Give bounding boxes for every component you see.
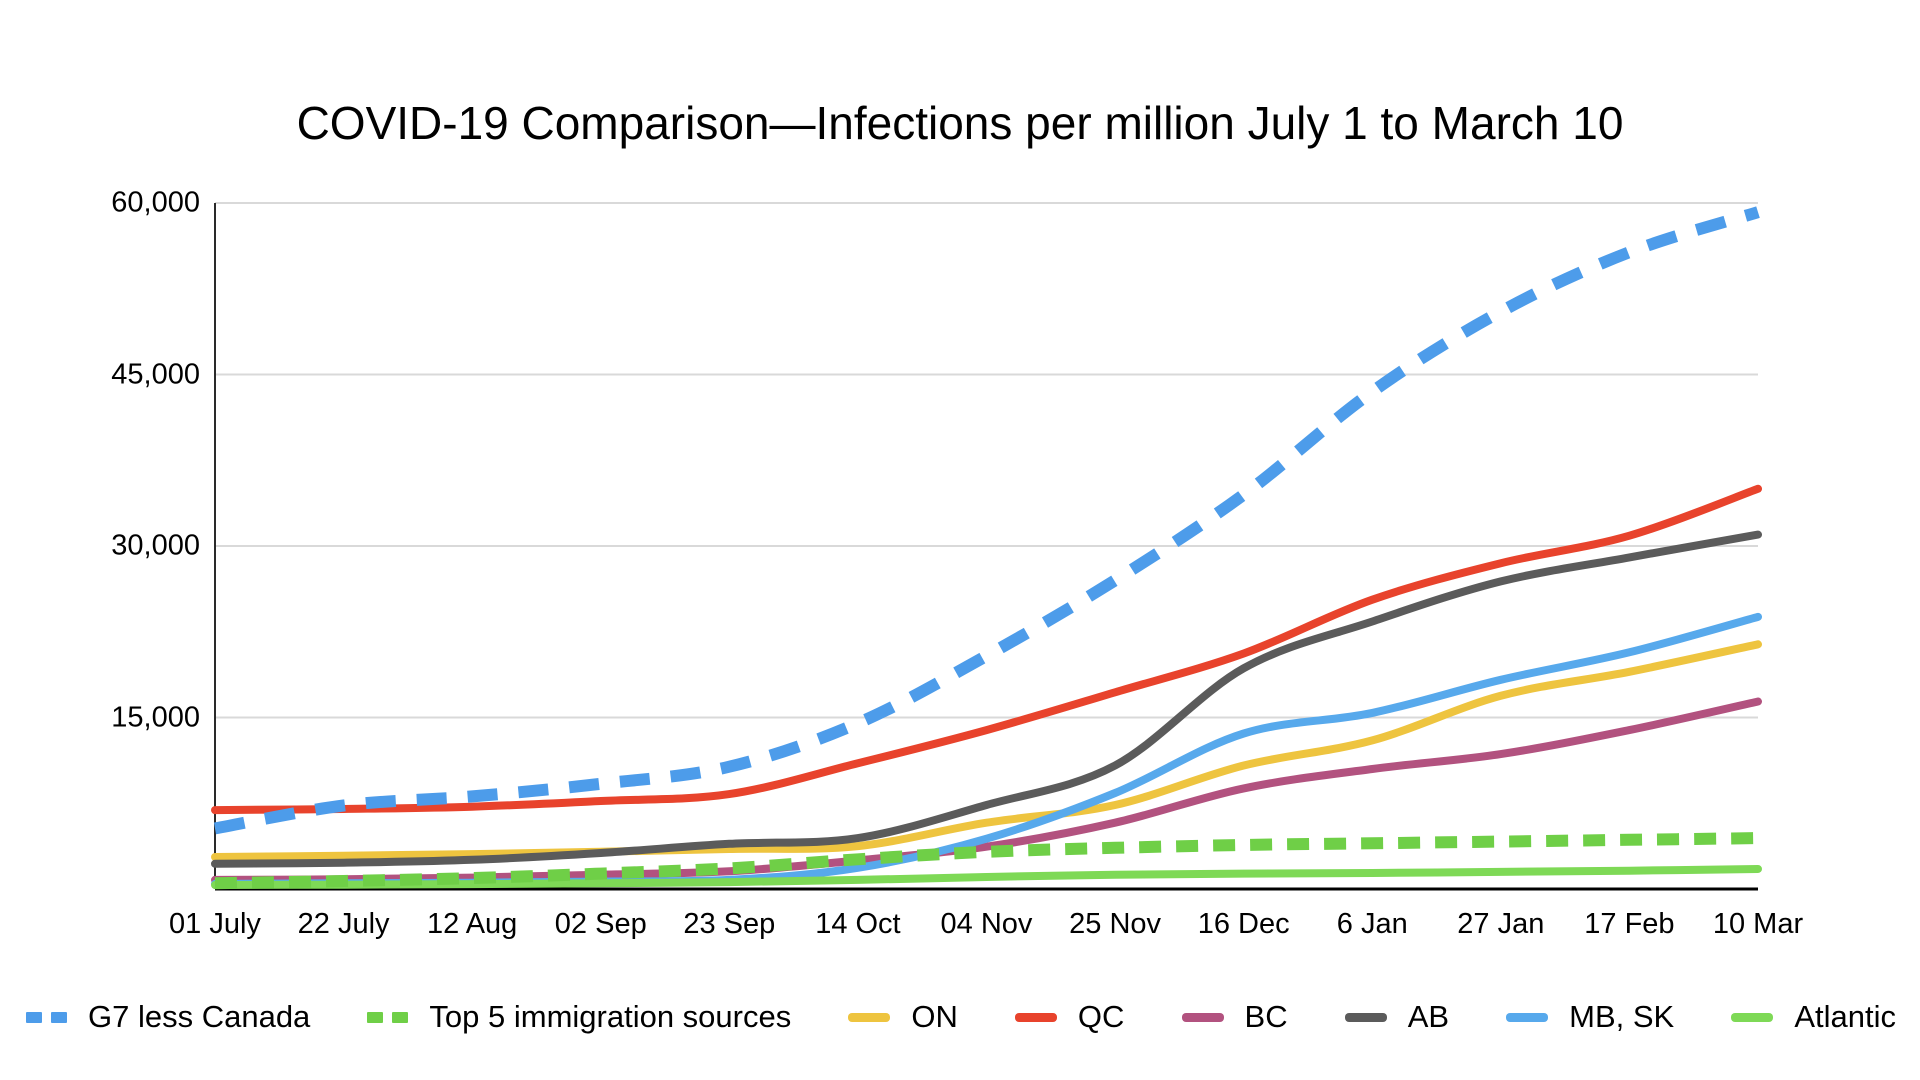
legend-swatch-bc [1181, 1012, 1224, 1022]
y-axis-tick-label-45-000: 45,000 [111, 358, 200, 390]
x-axis-tick-label-04-nov: 04 Nov [940, 908, 1033, 940]
legend-item-on: ON [848, 999, 958, 1035]
legend-item-ab: AB [1344, 999, 1450, 1035]
legend-swatch-on [848, 1012, 891, 1022]
legend-item-g7-less-canada: G7 less Canada [26, 999, 310, 1035]
legend-item-atlantic: Atlantic [1731, 999, 1896, 1035]
legend-label-bc: BC [1244, 999, 1288, 1034]
legend-item-bc: BC [1181, 999, 1288, 1035]
legend: G7 less Canada Top 5 immigration sources O… [26, 997, 1896, 1037]
series-line-qc [211, 484, 1762, 815]
series-line-on [211, 640, 1762, 861]
series-line-g7-less-canada [213, 206, 1760, 835]
legend-label-g7-less-canada: G7 less Canada [88, 999, 311, 1034]
x-axis-tick-label-23-sep: 23 Sep [683, 908, 776, 940]
legend-swatch-qc [1014, 1012, 1057, 1022]
x-axis-tick-label-25-nov: 25 Nov [1069, 908, 1162, 940]
x-axis-tick-label-16-dec: 16 Dec [1197, 908, 1290, 940]
x-axis-tick-label-01-july: 01 July [169, 908, 261, 940]
x-axis-tick-label-12-aug: 12 Aug [426, 908, 518, 940]
legend-label-qc: QC [1077, 999, 1125, 1034]
legend-item-qc: QC [1014, 999, 1125, 1035]
x-axis-tick-label-10-mar: 10 Mar [1712, 908, 1804, 940]
legend-swatch-top-5-immigration-sources [367, 1011, 409, 1023]
chart-title: COVID-19 Comparison—Infections per milli… [296, 97, 1624, 149]
legend-item-mb-sk: MB, SK [1506, 999, 1674, 1035]
legend-label-on: ON [911, 999, 958, 1034]
y-axis-tick-label-30-000: 30,000 [111, 529, 200, 562]
series-line-bc [211, 697, 1762, 884]
x-axis-tick-label-27-jan: 27 Jan [1457, 908, 1545, 940]
legend-swatch-ab [1344, 1012, 1387, 1022]
series-line-atlantic [211, 865, 1762, 889]
legend-swatch-g7-less-canada [26, 1011, 67, 1023]
y-axis-tick-label-15-000: 15,000 [111, 701, 200, 733]
legend-item-top-5-immigration-sources: Top 5 immigration sources [367, 999, 791, 1035]
legend-swatch-atlantic [1731, 1012, 1774, 1022]
x-axis-tick-label-17-feb: 17 Feb [1584, 908, 1675, 940]
y-axis-tick-label-60-000: 60,000 [111, 186, 200, 219]
legend-label-atlantic: Atlantic [1794, 999, 1896, 1034]
x-axis-tick-label-6-jan: 6 Jan [1336, 908, 1408, 940]
legend-label-mb-sk: MB, SK [1569, 999, 1675, 1034]
x-axis-tick-label-02-sep: 02 Sep [554, 908, 647, 940]
legend-swatch-mb-sk [1506, 1012, 1549, 1022]
x-axis-tick-label-22-july: 22 July [297, 908, 390, 940]
series-line-ab [211, 530, 1762, 868]
x-axis-tick-label-14-oct: 14 Oct [815, 908, 901, 940]
legend-label-top-5-immigration-sources: Top 5 immigration sources [429, 999, 792, 1034]
legend-label-ab: AB [1407, 999, 1450, 1034]
